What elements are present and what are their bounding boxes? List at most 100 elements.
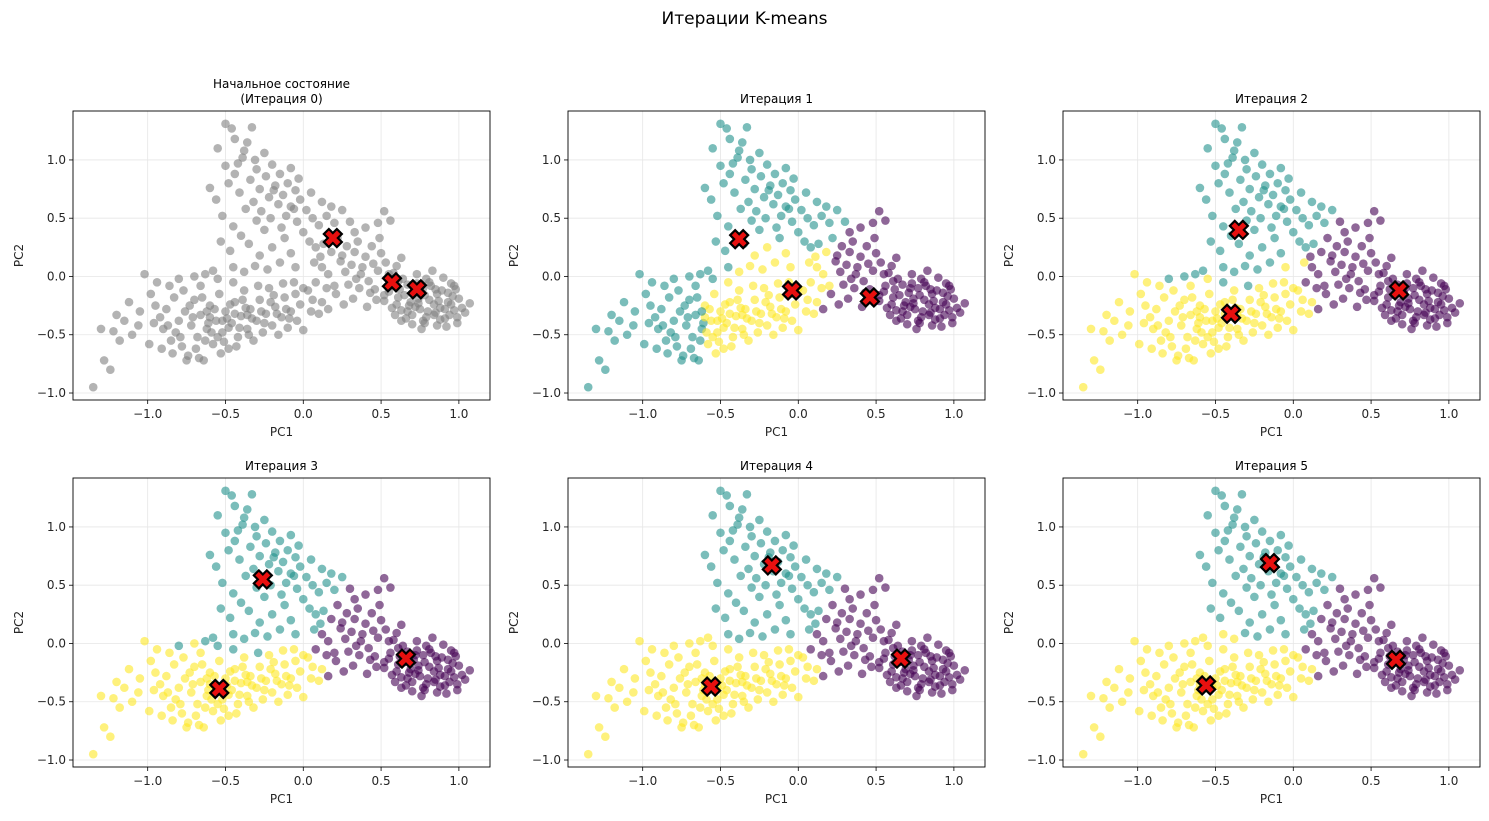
data-point: [244, 697, 254, 707]
data-point: [1214, 323, 1223, 333]
data-point: [372, 295, 381, 305]
data-point: [835, 267, 845, 277]
data-point: [686, 711, 696, 721]
data-point: [397, 316, 406, 326]
x-tick-label: −0.5: [706, 407, 735, 421]
data-point: [1355, 655, 1365, 665]
data-point: [260, 592, 269, 602]
data-point: [309, 258, 319, 267]
data-point: [421, 274, 431, 284]
data-point: [801, 555, 811, 564]
data-point: [151, 301, 160, 310]
data-point: [174, 683, 184, 693]
data-point: [255, 618, 265, 627]
data-point: [453, 685, 462, 695]
data-points: [583, 486, 970, 759]
data-point: [926, 651, 935, 661]
data-point: [1228, 295, 1237, 305]
data-point: [797, 572, 806, 582]
data-point: [677, 723, 686, 732]
data-point: [1253, 265, 1262, 274]
centroid-marker: [322, 227, 344, 249]
data-point: [1175, 301, 1184, 310]
data-point: [1245, 618, 1255, 627]
data-point: [793, 325, 803, 335]
data-point: [745, 628, 755, 638]
data-point: [733, 662, 742, 672]
data-point: [1223, 526, 1233, 535]
data-point: [166, 336, 176, 345]
data-point: [848, 604, 858, 613]
data-point: [1256, 297, 1265, 307]
data-point: [935, 681, 945, 690]
data-point: [1404, 665, 1413, 675]
data-point: [392, 667, 401, 676]
y-axis-label: PC2: [12, 611, 26, 634]
data-point: [242, 138, 252, 147]
x-tick-label: 0.0: [294, 774, 313, 788]
data-point: [1175, 668, 1184, 677]
centroid-marker: [728, 228, 750, 250]
data-point: [1338, 661, 1348, 670]
data-point: [446, 667, 456, 676]
y-tick-label: −1.0: [1027, 386, 1056, 400]
data-point: [716, 119, 725, 129]
data-point: [1425, 303, 1435, 313]
data-point: [736, 571, 746, 581]
data-point: [630, 307, 640, 316]
data-point: [190, 295, 199, 305]
data-point: [1295, 604, 1304, 613]
data-point: [1332, 241, 1342, 251]
data-point: [326, 247, 336, 257]
data-point: [295, 562, 305, 571]
data-point: [817, 578, 826, 588]
data-point: [412, 269, 422, 279]
data-point: [776, 304, 786, 314]
y-tick-label: 0.0: [1037, 269, 1056, 283]
data-point: [169, 293, 179, 302]
data-point: [330, 218, 339, 228]
data-point: [1288, 594, 1298, 604]
data-point: [1206, 604, 1216, 613]
data-point: [856, 252, 865, 261]
data-point: [789, 541, 798, 550]
data-point: [1250, 592, 1259, 602]
y-axis-label: PC2: [507, 611, 521, 634]
data-point: [742, 123, 752, 132]
data-point: [1273, 545, 1283, 555]
data-point: [755, 225, 764, 235]
data-point: [843, 661, 853, 670]
data-point: [731, 598, 741, 607]
data-point: [239, 513, 249, 522]
data-point: [1267, 590, 1276, 599]
data-point: [1282, 584, 1292, 594]
data-point: [316, 252, 325, 261]
data-point: [465, 298, 475, 308]
centroid-marker: [859, 286, 881, 309]
data-point: [1152, 671, 1161, 681]
data-point: [744, 703, 753, 712]
data-point: [1455, 298, 1465, 308]
data-point: [719, 690, 728, 700]
data-point: [1176, 321, 1186, 330]
data-point: [1099, 326, 1108, 336]
data-point: [1312, 211, 1321, 221]
data-point: [269, 290, 279, 300]
data-point: [1214, 690, 1223, 700]
data-point: [868, 266, 878, 275]
data-point: [755, 148, 764, 158]
data-point: [291, 552, 300, 562]
data-point: [127, 330, 137, 340]
data-point: [750, 662, 760, 672]
data-point: [1307, 664, 1317, 674]
data-point: [1312, 578, 1321, 588]
data-point: [221, 119, 230, 129]
data-point: [274, 199, 283, 209]
data-point: [1354, 643, 1363, 653]
data-point: [369, 626, 378, 635]
data-point: [157, 344, 166, 354]
data-point: [879, 636, 889, 646]
data-point: [214, 656, 224, 666]
x-tick-label: 1.0: [449, 774, 468, 788]
